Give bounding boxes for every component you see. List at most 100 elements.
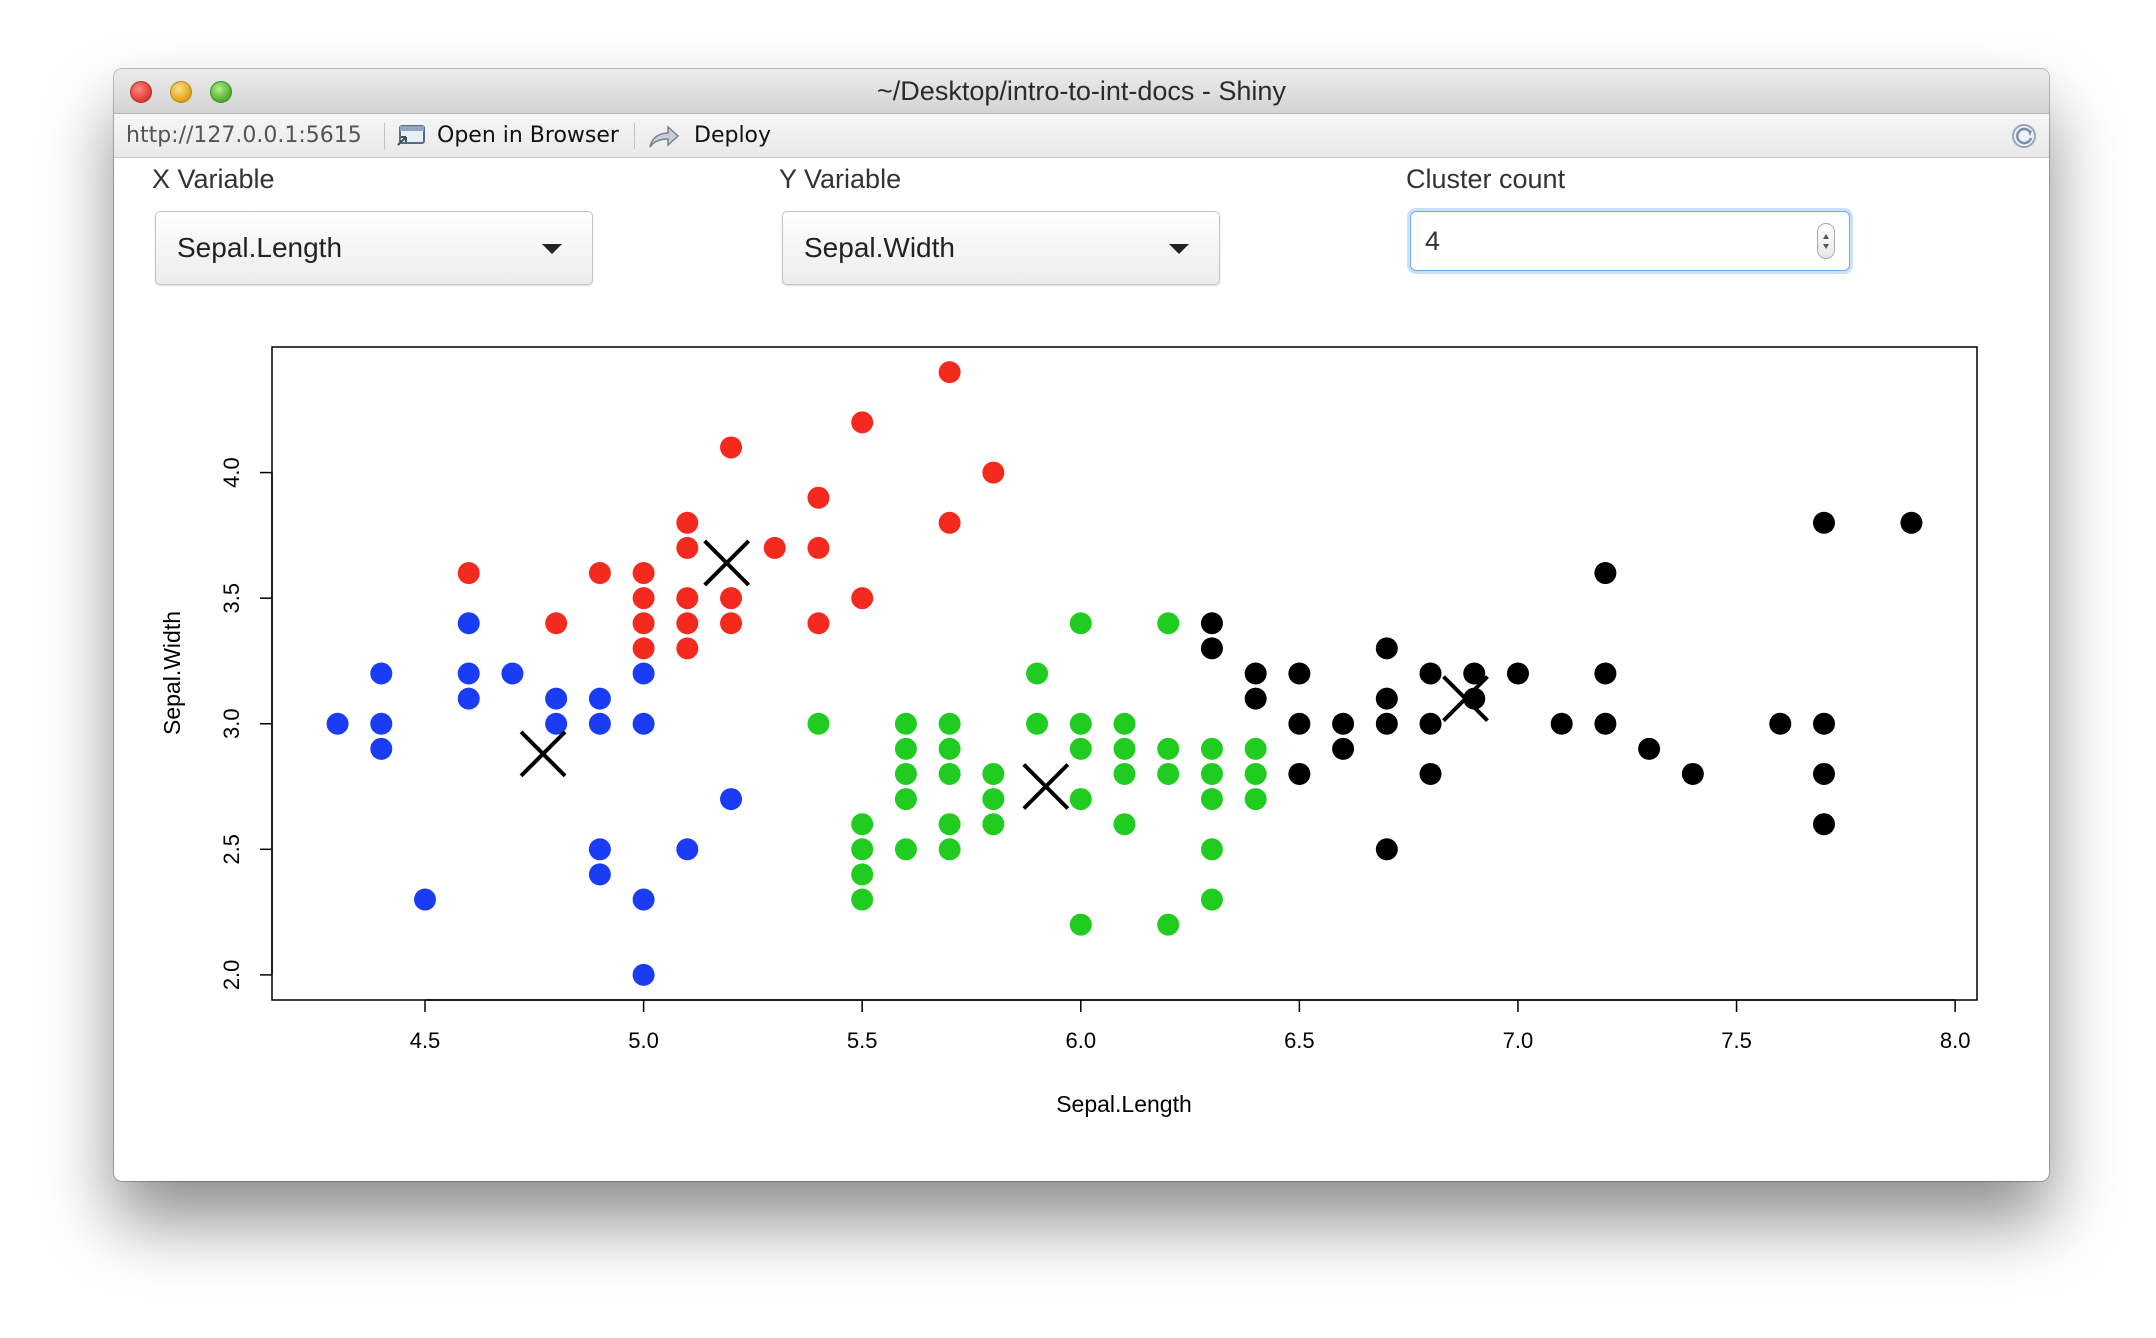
toolbar-divider bbox=[384, 123, 385, 149]
data-point bbox=[1594, 562, 1617, 585]
y-tick-label: 3.0 bbox=[219, 708, 244, 739]
data-point bbox=[851, 838, 874, 861]
refresh-icon[interactable] bbox=[2009, 121, 2039, 151]
data-point bbox=[851, 863, 874, 886]
data-point bbox=[1244, 737, 1267, 760]
cluster-count-value: 4 bbox=[1425, 226, 1441, 256]
data-point bbox=[894, 788, 917, 811]
data-point bbox=[632, 712, 655, 735]
cluster-center-marker bbox=[703, 539, 751, 587]
toolbar-divider bbox=[634, 123, 635, 149]
chevron-down-icon bbox=[542, 244, 562, 254]
cluster-center-marker bbox=[519, 730, 567, 778]
open-in-browser-icon[interactable] bbox=[396, 123, 428, 149]
title-bar: ~/Desktop/intro-to-int-docs - Shiny bbox=[114, 69, 2049, 114]
data-point bbox=[326, 712, 349, 735]
data-point bbox=[1594, 662, 1617, 685]
data-point bbox=[720, 587, 743, 610]
data-point bbox=[851, 888, 874, 911]
data-point bbox=[1681, 762, 1704, 785]
data-point bbox=[1157, 612, 1180, 635]
deploy-button[interactable]: Deploy bbox=[694, 123, 772, 148]
data-point bbox=[1069, 712, 1092, 735]
data-point bbox=[1026, 712, 1049, 735]
chevron-down-icon bbox=[1169, 244, 1189, 254]
cluster-count-input[interactable]: 4 bbox=[1410, 211, 1850, 271]
data-point bbox=[938, 762, 961, 785]
data-point bbox=[414, 888, 437, 911]
data-point bbox=[1200, 612, 1223, 635]
x-axis-title: Sepal.Length bbox=[1056, 1091, 1192, 1117]
data-point bbox=[370, 737, 393, 760]
data-point bbox=[545, 712, 568, 735]
data-point bbox=[1550, 712, 1573, 735]
data-point bbox=[632, 637, 655, 660]
data-point bbox=[1113, 737, 1136, 760]
data-point bbox=[938, 813, 961, 836]
y-variable-select[interactable]: Sepal.Width bbox=[782, 211, 1220, 285]
data-point bbox=[632, 888, 655, 911]
y-axis: 2.0 2.5 3.0 3.5 4.0 bbox=[219, 457, 273, 990]
data-point bbox=[1375, 838, 1398, 861]
data-point bbox=[1113, 762, 1136, 785]
data-point bbox=[1113, 813, 1136, 836]
data-point bbox=[938, 361, 961, 384]
data-point bbox=[545, 612, 568, 635]
data-point bbox=[588, 562, 611, 585]
data-point bbox=[1594, 712, 1617, 735]
data-point bbox=[1069, 788, 1092, 811]
close-window-button[interactable] bbox=[130, 81, 152, 103]
x-tick-label: 7.0 bbox=[1503, 1028, 1534, 1053]
data-point bbox=[982, 788, 1005, 811]
data-point bbox=[676, 587, 699, 610]
data-point bbox=[938, 838, 961, 861]
data-point bbox=[632, 587, 655, 610]
cluster-count-label: Cluster count bbox=[1406, 164, 1566, 194]
data-point bbox=[1288, 712, 1311, 735]
data-point bbox=[632, 963, 655, 986]
data-point bbox=[982, 461, 1005, 484]
zoom-window-button[interactable] bbox=[210, 81, 232, 103]
data-point bbox=[457, 612, 480, 635]
minimize-window-button[interactable] bbox=[170, 81, 192, 103]
data-point bbox=[1375, 712, 1398, 735]
data-point bbox=[938, 511, 961, 534]
data-point bbox=[894, 838, 917, 861]
data-points bbox=[326, 361, 1923, 986]
data-point bbox=[676, 838, 699, 861]
data-point bbox=[1332, 712, 1355, 735]
data-point bbox=[1375, 637, 1398, 660]
cluster-center-marker bbox=[1442, 675, 1489, 723]
data-point bbox=[1069, 737, 1092, 760]
data-point bbox=[851, 587, 874, 610]
stepper-icon[interactable] bbox=[1817, 223, 1835, 259]
data-point bbox=[1026, 662, 1049, 685]
data-point bbox=[1200, 888, 1223, 911]
data-point bbox=[1244, 662, 1267, 685]
data-point bbox=[1200, 637, 1223, 660]
data-point bbox=[632, 612, 655, 635]
data-point bbox=[1375, 687, 1398, 710]
data-point bbox=[1463, 662, 1486, 685]
x-variable-select[interactable]: Sepal.Length bbox=[155, 211, 593, 285]
data-point bbox=[676, 612, 699, 635]
data-point bbox=[720, 788, 743, 811]
stepper-up-icon[interactable] bbox=[1823, 234, 1829, 239]
data-point bbox=[588, 863, 611, 886]
data-point bbox=[1069, 913, 1092, 936]
data-point bbox=[1769, 712, 1792, 735]
y-variable-label: Y Variable bbox=[779, 164, 902, 194]
data-point bbox=[501, 662, 524, 685]
x-tick-label: 5.5 bbox=[847, 1028, 878, 1053]
data-point bbox=[545, 687, 568, 710]
data-point bbox=[1812, 511, 1835, 534]
stepper-down-icon[interactable] bbox=[1823, 244, 1829, 249]
data-point bbox=[632, 662, 655, 685]
data-point bbox=[1069, 612, 1092, 635]
data-point bbox=[588, 712, 611, 735]
open-in-browser-button[interactable]: Open in Browser bbox=[437, 123, 619, 148]
deploy-icon[interactable] bbox=[648, 123, 680, 149]
x-tick-label: 6.0 bbox=[1065, 1028, 1096, 1053]
data-point bbox=[676, 637, 699, 660]
cluster-center-marker bbox=[1022, 763, 1070, 810]
